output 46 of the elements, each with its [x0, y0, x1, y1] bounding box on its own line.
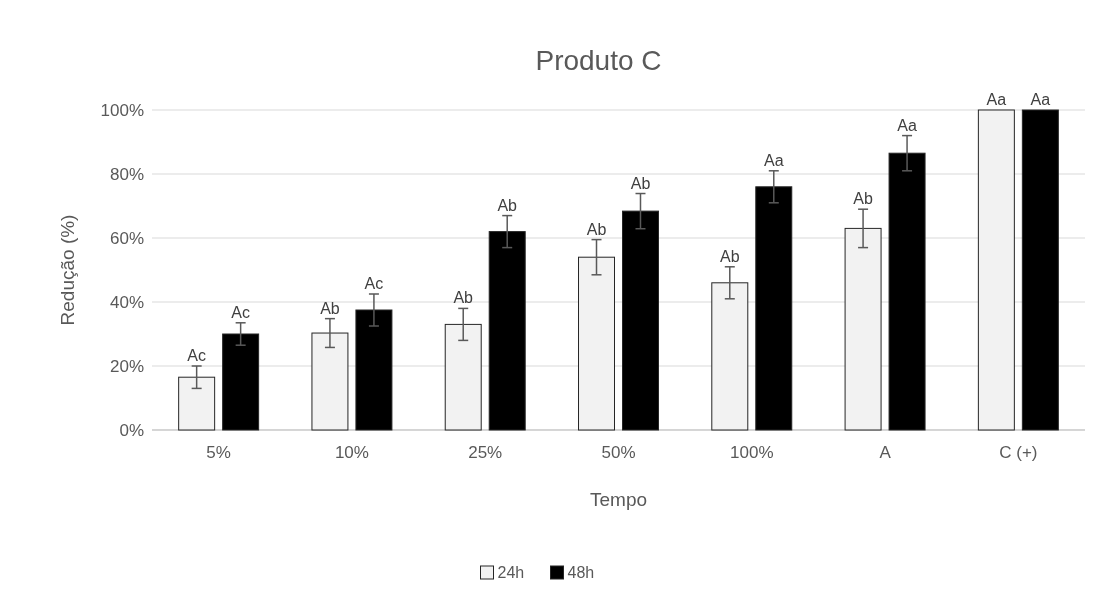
legend-label: 24h — [497, 564, 525, 581]
x-tick-label: 50% — [601, 443, 636, 462]
data-label: Aa — [1030, 91, 1051, 108]
x-tick-label: 5% — [206, 443, 231, 462]
y-tick-label: 0% — [119, 420, 144, 440]
bar — [311, 332, 349, 431]
data-label: Ab — [720, 247, 740, 265]
data-label: Ab — [853, 190, 873, 208]
x-tick-label: A — [879, 443, 892, 462]
bar — [755, 186, 793, 431]
data-label: Ab — [320, 299, 340, 317]
data-label: Ab — [630, 174, 651, 192]
x-tick-label: 10% — [334, 443, 369, 462]
data-label: Aa — [986, 91, 1007, 108]
y-tick-label: 40% — [109, 292, 144, 312]
data-label: Ab — [453, 289, 474, 307]
x-axis-title: Tempo — [589, 489, 648, 510]
x-tick-label: 25% — [468, 443, 503, 462]
bar — [888, 152, 926, 431]
data-label: Aa — [897, 116, 917, 134]
data-label: Aa — [763, 151, 784, 169]
bar — [222, 333, 260, 431]
x-tick-label: C (+) — [999, 443, 1038, 462]
bar — [622, 210, 659, 431]
bar — [355, 309, 393, 431]
data-label: Ab — [586, 220, 607, 238]
y-tick-label: 20% — [109, 356, 144, 376]
y-tick-label: 60% — [109, 228, 144, 248]
bar — [977, 109, 1015, 431]
bar — [711, 282, 749, 431]
bar — [488, 231, 526, 431]
bar — [178, 376, 216, 431]
bar — [1021, 109, 1059, 431]
bar — [444, 323, 482, 431]
data-label: Ab — [497, 196, 518, 214]
legend-label: 48h — [567, 564, 595, 581]
bar — [578, 256, 615, 431]
y-tick-label: 80% — [109, 164, 144, 184]
data-label: Ac — [364, 275, 384, 292]
data-label: Ac — [187, 347, 206, 364]
x-tick-label: 100% — [730, 443, 774, 462]
y-axis-title: Redução (%) — [57, 214, 78, 326]
data-label: Ac — [231, 303, 250, 321]
chart-title: Produto C — [535, 45, 662, 76]
bar — [844, 227, 882, 431]
y-tick-label: 100% — [100, 100, 144, 120]
